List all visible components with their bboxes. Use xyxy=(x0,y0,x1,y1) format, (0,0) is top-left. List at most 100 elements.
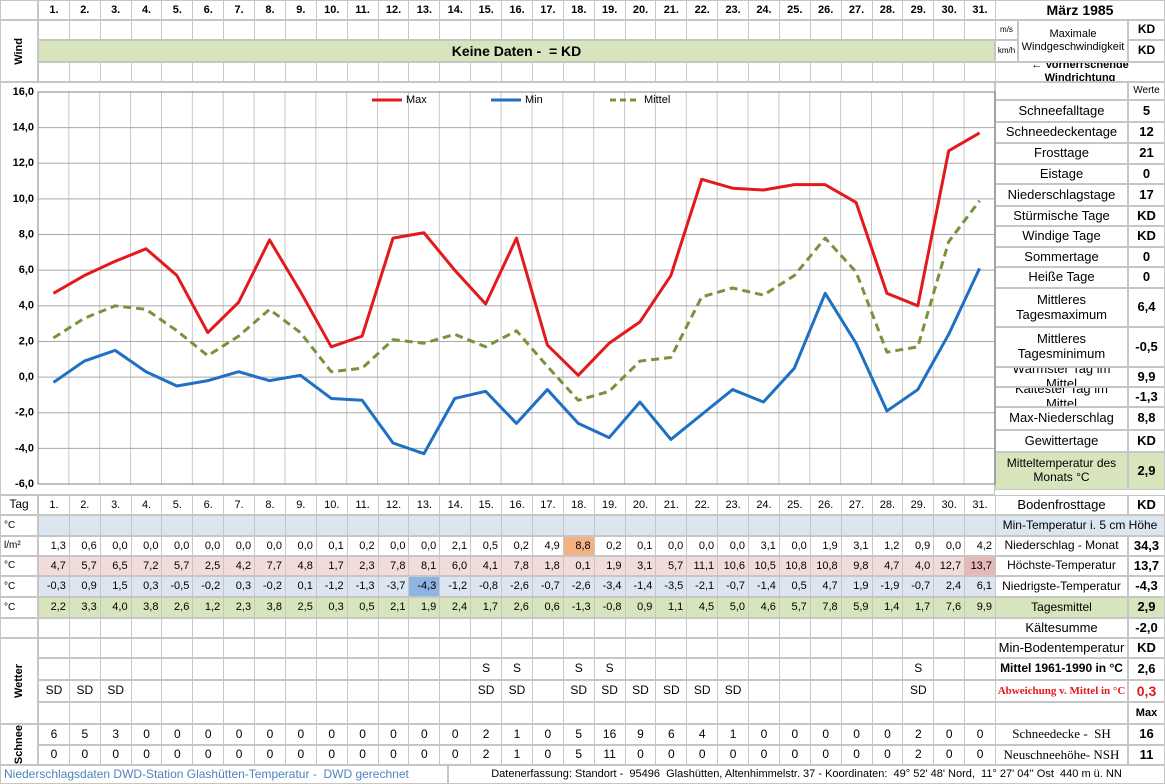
day-value: 9,8 xyxy=(840,556,873,576)
day-header: 29. xyxy=(902,0,935,20)
day-value xyxy=(933,515,966,536)
row-unit: °C xyxy=(0,597,38,618)
day-header: 2. xyxy=(68,0,101,20)
weather-cell xyxy=(748,658,780,680)
day-value: 2,2 xyxy=(38,597,70,618)
day-value: 0,5 xyxy=(346,597,379,618)
day-value: -1,3 xyxy=(346,576,379,597)
day-header: 12. xyxy=(377,0,410,20)
stat-value: 17 xyxy=(1128,184,1165,206)
day-value xyxy=(284,515,317,536)
weather-cell xyxy=(562,618,595,638)
day-value: 0,3 xyxy=(223,576,256,597)
weather-cell xyxy=(315,618,348,638)
snow-cell: 0 xyxy=(809,724,842,745)
day-value: -0,2 xyxy=(192,576,225,597)
weather-cell xyxy=(655,618,688,638)
day-value xyxy=(686,515,719,536)
day-label: 10. xyxy=(315,495,348,515)
snow-cell: 3 xyxy=(99,724,132,745)
weather-cell: SD xyxy=(38,680,70,702)
day-value: -3,4 xyxy=(593,576,626,597)
day-value: 1,9 xyxy=(840,576,873,597)
weather-cell xyxy=(624,618,657,638)
weather-cell xyxy=(439,658,472,680)
day-value: 10,5 xyxy=(748,556,780,576)
weather-cell xyxy=(284,702,317,724)
day-value: 0,0 xyxy=(99,536,132,556)
day-value: 0,6 xyxy=(531,597,564,618)
day-header: 21. xyxy=(655,0,688,20)
day-value: 0,3 xyxy=(315,597,348,618)
wind-cell xyxy=(686,62,719,82)
day-value xyxy=(439,515,472,536)
day-value xyxy=(562,515,595,536)
snow-cell: 0 xyxy=(38,745,70,765)
weather-cell: S xyxy=(562,658,595,680)
extra-value: KD xyxy=(1128,638,1165,658)
wetter-label: Wetter xyxy=(0,638,38,724)
day-value: -0,7 xyxy=(717,576,750,597)
row-label: Niedrigste-Temperatur xyxy=(995,576,1128,597)
day-label: 3. xyxy=(99,495,132,515)
stat-value: 21 xyxy=(1128,143,1165,164)
row-value: 13,7 xyxy=(1128,556,1165,576)
day-value: 2,5 xyxy=(284,597,317,618)
day-label: 28. xyxy=(871,495,904,515)
weather-cell xyxy=(439,702,472,724)
day-value: 5,7 xyxy=(778,597,811,618)
day-value: 4,5 xyxy=(686,597,719,618)
wind-cell xyxy=(748,62,780,82)
stat-label: Kältester Tag im Mittel xyxy=(995,387,1128,407)
day-value: 1,9 xyxy=(809,536,842,556)
day-value xyxy=(778,515,811,536)
day-label: 25. xyxy=(778,495,811,515)
chart-frame xyxy=(0,82,995,495)
row-label: Tag xyxy=(0,495,38,515)
snow-cell: 1 xyxy=(717,724,750,745)
weather-cell xyxy=(809,658,842,680)
day-value: 1,2 xyxy=(871,536,904,556)
weather-cell xyxy=(377,658,410,680)
weather-cell xyxy=(130,658,163,680)
weather-cell: S xyxy=(902,658,935,680)
weather-cell xyxy=(748,702,780,724)
day-value: 0,2 xyxy=(593,536,626,556)
snow-cell: 0 xyxy=(717,745,750,765)
snow-cell: 2 xyxy=(470,745,503,765)
wind-cell xyxy=(284,62,317,82)
day-value: 1,3 xyxy=(38,536,70,556)
day-value: 10,6 xyxy=(717,556,750,576)
snow-cell: 0 xyxy=(377,745,410,765)
weather-cell xyxy=(778,680,811,702)
day-value xyxy=(964,515,996,536)
wind-cell xyxy=(408,62,441,82)
day-header: 25. xyxy=(778,0,811,20)
wind-cell xyxy=(717,62,750,82)
wind-cell xyxy=(68,20,101,40)
day-value: 5,9 xyxy=(840,597,873,618)
row-label: Höchste-Temperatur xyxy=(995,556,1128,576)
day-header: 18. xyxy=(562,0,595,20)
weather-cell xyxy=(99,618,132,638)
day-header: 15. xyxy=(470,0,503,20)
day-value xyxy=(871,515,904,536)
snow-cell: 0 xyxy=(192,745,225,765)
row-label: Tagesmittel xyxy=(995,597,1128,618)
snow-cell: 2 xyxy=(470,724,503,745)
day-value xyxy=(315,515,348,536)
weather-cell xyxy=(439,680,472,702)
extra-label: Abweichung v. Mittel in °C xyxy=(995,680,1128,702)
weather-cell: SD xyxy=(717,680,750,702)
wind-cell xyxy=(933,62,966,82)
day-value xyxy=(254,515,286,536)
snow-cell: 0 xyxy=(778,745,811,765)
day-value: 2,6 xyxy=(501,597,533,618)
weather-cell xyxy=(161,658,194,680)
weather-cell xyxy=(686,702,719,724)
row-label: Niederschlag - Monat xyxy=(995,536,1128,556)
day-label: 20. xyxy=(624,495,657,515)
snow-cell: 1 xyxy=(501,745,533,765)
snow-cell: 0 xyxy=(778,724,811,745)
stat-value: 5 xyxy=(1128,100,1165,122)
